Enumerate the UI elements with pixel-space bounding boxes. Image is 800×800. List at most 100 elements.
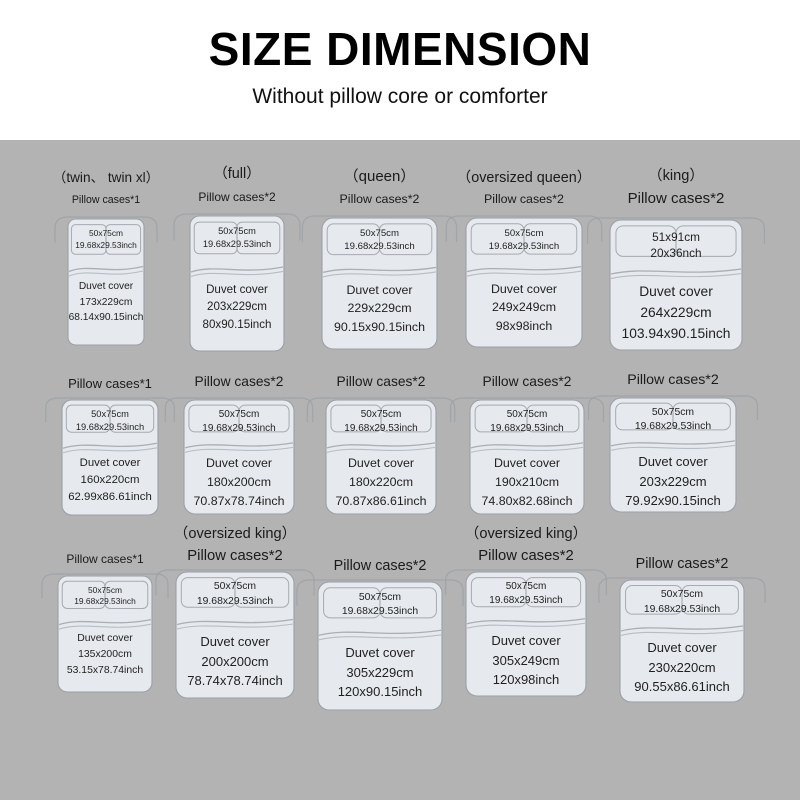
duvet-size-cm: 180x220cm: [348, 475, 414, 490]
bed-size-name: （oversized king）: [173, 526, 297, 542]
duvet-size-inch: 90.15x90.15inch: [334, 320, 425, 335]
duvet-size-cm: 249x249cm: [491, 300, 557, 315]
bed-size-card: （oversized king） Pillow cases*2 50x75cm 19.…: [0, 140, 800, 800]
pillow-right: [379, 587, 437, 619]
pillow-right: [379, 223, 433, 256]
page-subtitle: Without pillow core or comforter: [252, 85, 548, 108]
blanket-fold-line: [326, 446, 436, 453]
pillow-cases-label: Pillow cases*1: [68, 376, 152, 391]
pillow-right: [526, 404, 580, 433]
blanket-fold-line: [176, 618, 294, 626]
duvet-size-cm: 229x229cm: [347, 301, 412, 316]
pillow-right: [681, 584, 739, 615]
duvet-body: [465, 217, 583, 348]
duvet-body: [321, 217, 438, 350]
pillow-cases-label: Pillow cases*2: [482, 374, 572, 389]
blanket-fold-line: [62, 442, 158, 449]
blanket-fold-line: [58, 619, 152, 626]
duvet-cover-label: Duvet cover: [200, 634, 270, 650]
blanket-fold-line: [466, 266, 582, 273]
bed-illustration: [449, 397, 605, 515]
bed-illustration: [173, 213, 301, 352]
headboard-arc: [306, 397, 456, 423]
pillow-right: [104, 580, 149, 609]
blanket-fold-line: [322, 271, 437, 278]
blanket-fold-line: [68, 265, 144, 273]
headboard-arc: [296, 579, 464, 606]
headboard-arc: [301, 215, 458, 243]
headboard-arc: [587, 395, 759, 421]
duvet-cover-label: Duvet cover: [493, 456, 561, 471]
pillow-left: [188, 404, 240, 433]
blanket-fold-line: [466, 618, 586, 625]
pillow-cases-label: Pillow cases*2: [187, 548, 283, 564]
duvet-size-cm: 173x229cm: [79, 296, 133, 308]
pillow-left: [625, 584, 683, 615]
header-band: SIZE DIMENSION Without pillow core or co…: [0, 0, 800, 140]
pillow-size-inch: 19.68x29.53inch: [344, 422, 418, 434]
duvet-cover-label: Duvet cover: [206, 282, 268, 296]
duvet-cover-label: Duvet cover: [647, 640, 717, 656]
bed-size-card: Pillow cases*2 50x75cm 19.68x29.53inch Duve…: [0, 140, 800, 800]
blanket-fold-line: [470, 442, 584, 449]
duvet-size-inch: 74.80x82.68inch: [481, 493, 573, 508]
bed-size-card: Pillow cases*2 50x75cm 19.68x29.53inch Duve…: [0, 140, 800, 800]
headboard-arc: [54, 216, 158, 243]
pillow-left: [193, 221, 238, 255]
bed-size-card: （oversized queen） Pillow cases*2 50x75cm 19…: [0, 140, 800, 800]
blanket-fold-line: [470, 446, 584, 453]
duvet-body: [619, 579, 745, 703]
pillow-cases-label: Pillow cases*2: [333, 558, 427, 574]
pillow-cases-label: Pillow cases*1: [66, 552, 144, 566]
pillow-right: [525, 577, 582, 608]
pillow-left: [474, 404, 528, 433]
duvet-body: [189, 215, 285, 352]
bed-size-card: Pillow cases*2 50x75cm 19.68x29.53inch Duve…: [0, 140, 800, 800]
pillow-size-cm: 50x75cm: [660, 589, 704, 601]
blanket-fold-line: [318, 634, 442, 641]
duvet-cover-label: Duvet cover: [77, 633, 133, 645]
bed-size-card: Pillow cases*1 50x75cm 19.68x29.53inch Duve…: [0, 140, 800, 800]
bed-size-card: Pillow cases*2 50x75cm 19.68x29.53inch Duve…: [0, 140, 800, 800]
duvet-size-cm: 305x249cm: [492, 652, 560, 668]
pillow-left: [330, 404, 382, 433]
pillow-size-cm: 50x75cm: [218, 226, 256, 237]
duvet-size-inch: 70.87x86.61inch: [335, 493, 427, 508]
bed-size-card: （twin、 twin xl） Pillow cases*1 50x75cm 19.6…: [0, 140, 800, 800]
headboard-arc: [586, 217, 766, 244]
pillow-size-inch: 19.68x29.53inch: [634, 421, 712, 433]
pillow-cases-label: Pillow cases*2: [339, 192, 420, 206]
bed-size-name: （oversized king）: [464, 526, 588, 542]
bed-illustration: [598, 577, 766, 703]
duvet-cover-label: Duvet cover: [79, 456, 141, 469]
duvet-body: [61, 399, 159, 516]
duvet-body: [67, 218, 145, 346]
pillow-size-inch: 19.68x29.53inch: [196, 596, 274, 607]
pillow-size-cm: 50x75cm: [89, 228, 123, 239]
duvet-size-inch: 98x98inch: [495, 319, 553, 334]
bed-illustration: [155, 569, 315, 699]
duvet-cover-label: Duvet cover: [491, 633, 561, 649]
pillow-left: [615, 225, 677, 257]
duvet-cover-label: Duvet cover: [490, 281, 558, 296]
bed-illustration: [306, 397, 456, 515]
pillow-size-inch: 19.68x29.53inch: [75, 421, 145, 432]
bed-illustration: [444, 569, 608, 697]
pillow-left: [65, 404, 111, 433]
blanket-fold-line: [466, 270, 582, 277]
pillow-left: [323, 587, 381, 619]
headboard-arc: [155, 569, 315, 596]
page-title: SIZE DIMENSION: [208, 23, 592, 75]
pillow-right: [380, 404, 432, 433]
duvet-size-cm: 305x229cm: [346, 664, 414, 680]
blanket-fold-line: [610, 440, 736, 447]
pillow-cases-label: Pillow cases*2: [627, 190, 725, 207]
duvet-cover-label: Duvet cover: [638, 454, 708, 470]
bed-size-card: （full） Pillow cases*2 50x75cm 19.68x29.53in…: [0, 140, 800, 800]
duvet-body: [317, 581, 443, 711]
duvet-body: [325, 399, 437, 515]
bed-size-card: （queen） Pillow cases*2 50x75cm 19.68x29.53i…: [0, 140, 800, 800]
pillow-left: [61, 580, 106, 609]
pillow-size-cm: 51x91cm: [652, 229, 700, 244]
duvet-body: [609, 397, 737, 513]
